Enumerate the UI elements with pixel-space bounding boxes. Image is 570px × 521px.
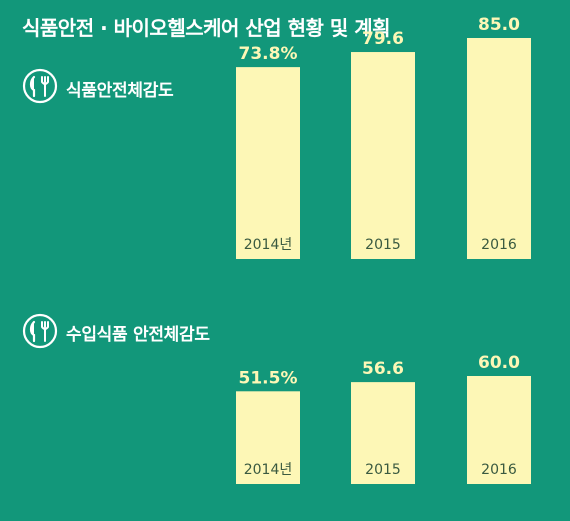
value-label-2-3: 60.0 [478, 353, 520, 373]
chart2-title: 수입식품 안전체감도 [66, 325, 210, 345]
fork-knife-icon [22, 68, 58, 108]
page-title: 식품안전 · 바이오헬스케어 산업 현황 및 계획 [22, 16, 391, 40]
fork-knife-icon [22, 313, 58, 353]
category-label-1-1: 2014년 [244, 237, 293, 253]
value-label-1-3: 85.0 [478, 15, 520, 35]
category-label-2-1: 2014년 [244, 462, 293, 478]
category-label-1-2: 2015 [365, 237, 401, 253]
bar-1-1 [236, 67, 300, 260]
category-label-2-3: 2016 [481, 462, 517, 478]
chart-food-safety: 73.8% 2014년 79.6 2015 85.0 2016 [236, 15, 531, 260]
value-label-2-2: 56.6 [362, 359, 404, 379]
chart1-title: 식품안전체감도 [66, 81, 174, 101]
value-label-2-1: 51.5% [239, 368, 298, 388]
bar-2-3 [467, 376, 531, 484]
value-label-1-2: 79.6 [362, 29, 404, 49]
category-label-1-3: 2016 [481, 237, 517, 253]
bar-1-3 [467, 38, 531, 259]
bar-1-2 [351, 52, 415, 259]
category-label-2-2: 2015 [365, 462, 401, 478]
value-label-1-1: 73.8% [239, 44, 298, 64]
bar-2-2 [351, 382, 415, 484]
bar-2-1 [236, 391, 300, 484]
